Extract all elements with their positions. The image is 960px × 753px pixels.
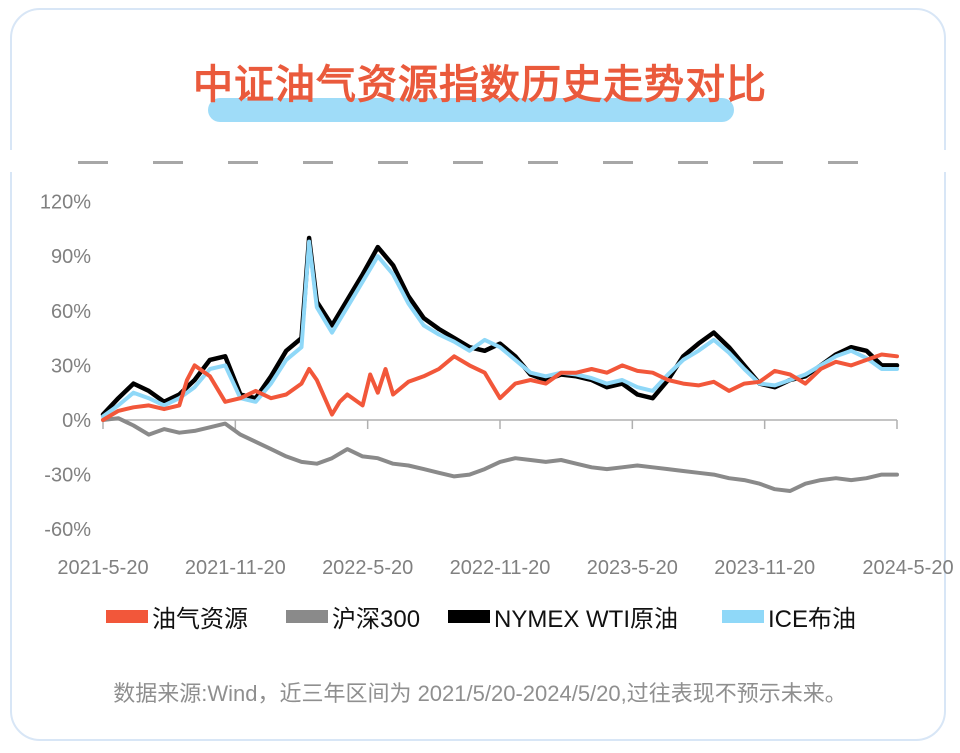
x-tick-label: 2021-5-20: [57, 557, 148, 579]
legend-item-oil-gas: 油气资源: [106, 598, 248, 634]
legend-swatch-csi300: [286, 609, 328, 623]
y-tick-label: 60%: [51, 301, 91, 323]
legend-label-oil-gas: 油气资源: [152, 605, 248, 633]
legend-swatch-oil-gas: [106, 609, 148, 623]
legend-swatch-brent: [722, 609, 764, 623]
legend-item-csi300: 沪深300: [286, 598, 420, 634]
y-tick-label: 90%: [51, 246, 91, 268]
legend-swatch-wti: [448, 609, 490, 623]
page-title: 中证油气资源指数历史走势对比: [193, 62, 767, 108]
source-note: 数据来源:Wind，近三年区间为 2021/5/20-2024/5/20,过往表…: [113, 681, 847, 706]
series-line-oil-gas: [101, 352, 899, 422]
separator-dashes: [78, 161, 890, 165]
card-notch-right: [940, 150, 958, 172]
chart-legend: 油气资源 沪深300 NYMEX WTI原油 ICE布油: [0, 598, 960, 634]
legend-label-brent: ICE布油: [768, 605, 857, 633]
series-line-csi300: [101, 416, 899, 493]
y-tick-label: 120%: [40, 192, 91, 214]
y-tick-label: 30%: [51, 355, 91, 377]
legend-label-csi300: 沪深300: [332, 605, 421, 633]
y-tick-label: -60%: [44, 519, 91, 541]
title-highlight: [208, 98, 734, 122]
x-tick-label: 2022-5-20: [322, 557, 413, 579]
series-line-wti: [100, 235, 900, 417]
y-tick-label: 0%: [62, 410, 91, 432]
legend-label-wti: NYMEX WTI原油: [494, 605, 678, 633]
y-tick-label: -30%: [44, 465, 91, 487]
x-tick-label: 2022-11-20: [450, 557, 551, 579]
x-tick-label: 2024-5-20: [862, 557, 953, 579]
x-tick-label: 2023-5-20: [587, 557, 678, 579]
legend-item-wti: NYMEX WTI原油: [448, 598, 678, 634]
card-notch-left: [2, 150, 20, 172]
x-tick-label: 2023-11-20: [714, 557, 815, 579]
legend-item-brent: ICE布油: [722, 598, 856, 634]
series-line-brent: [101, 239, 899, 419]
x-tick-label: 2021-11-20: [185, 557, 286, 579]
